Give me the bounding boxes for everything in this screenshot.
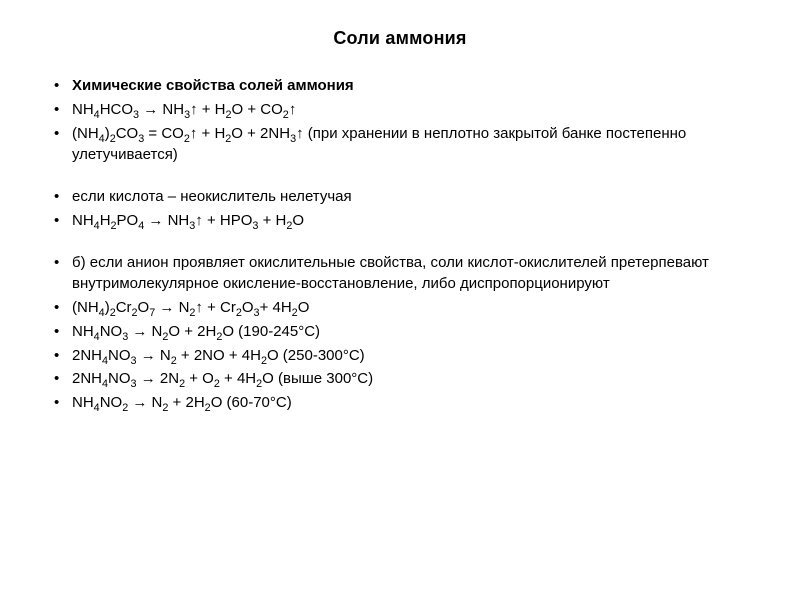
list-item: 2NH4NO3 → 2N2 + O2 + 4H2O (выше 300°C): [50, 368, 750, 390]
list-item: NH4H2PO4 → NH3↑ + HPO3 + H2O: [50, 210, 750, 232]
list-item: NH4NO2 → N2 + 2H2O (60-70°C): [50, 392, 750, 414]
list-item: NH4NO3 → N2O + 2H2O (190-245°C): [50, 321, 750, 343]
bullet-list: Химические свойства солей аммонияNH4HCO3…: [50, 75, 750, 414]
list-item: (NH4)2CO3 = CO2↑ + H2O + 2NH3↑ (при хран…: [50, 123, 750, 167]
list-item: б) если анион проявляет окислительные св…: [50, 252, 750, 296]
list-item: Химические свойства солей аммония: [50, 75, 750, 97]
list-item: (NH4)2Cr2O7 → N2↑ + Cr2O3+ 4H2O: [50, 297, 750, 319]
list-item: [50, 234, 750, 250]
list-item: [50, 168, 750, 184]
list-item: если кислота – неокислитель нелетучая: [50, 186, 750, 208]
list-item: 2NH4NO3 → N2 + 2NO + 4H2O (250-300°C): [50, 345, 750, 367]
page-title: Соли аммония: [50, 28, 750, 49]
slide: Соли аммония Химические свойства солей а…: [0, 0, 800, 600]
list-item: NH4HCO3 → NH3↑ + H2O + CO2↑: [50, 99, 750, 121]
